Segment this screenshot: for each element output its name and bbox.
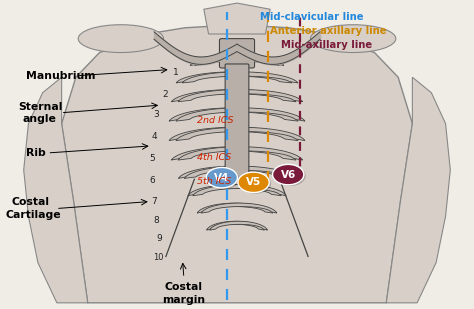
Circle shape — [274, 166, 306, 186]
FancyBboxPatch shape — [219, 39, 255, 68]
Polygon shape — [178, 90, 302, 102]
Text: angle: angle — [23, 114, 56, 124]
Circle shape — [240, 173, 271, 194]
Ellipse shape — [310, 25, 396, 53]
Polygon shape — [207, 221, 264, 230]
Polygon shape — [182, 72, 298, 83]
Polygon shape — [210, 221, 267, 230]
Polygon shape — [176, 127, 305, 141]
Polygon shape — [169, 127, 298, 141]
Polygon shape — [201, 203, 277, 213]
Polygon shape — [178, 166, 290, 178]
Polygon shape — [197, 203, 273, 213]
Polygon shape — [193, 185, 286, 196]
Text: 7: 7 — [151, 197, 157, 206]
Polygon shape — [172, 90, 296, 102]
Text: Anterior axillary line: Anterior axillary line — [270, 26, 387, 36]
Polygon shape — [178, 147, 302, 160]
Polygon shape — [386, 77, 450, 303]
Circle shape — [206, 167, 237, 188]
Text: 2: 2 — [162, 90, 168, 99]
Text: 8: 8 — [154, 215, 159, 225]
Text: Sternal: Sternal — [18, 102, 63, 112]
Text: Mid-clavicular line: Mid-clavicular line — [260, 12, 363, 22]
Text: 4: 4 — [151, 132, 157, 141]
Text: V4: V4 — [214, 173, 229, 183]
Text: 2nd ICS: 2nd ICS — [197, 116, 233, 125]
Circle shape — [208, 169, 239, 189]
Polygon shape — [172, 147, 296, 160]
Text: 3: 3 — [154, 110, 159, 120]
Text: Rib: Rib — [26, 148, 46, 158]
Text: margin: margin — [163, 295, 205, 305]
Circle shape — [238, 172, 269, 193]
Polygon shape — [169, 108, 298, 121]
Polygon shape — [184, 166, 296, 178]
Polygon shape — [176, 108, 305, 121]
Text: 4th ICS: 4th ICS — [197, 153, 231, 162]
Polygon shape — [188, 185, 281, 196]
Text: V5: V5 — [246, 177, 261, 187]
Text: Mid-axillary line: Mid-axillary line — [281, 40, 372, 50]
Text: Costal: Costal — [165, 282, 203, 292]
Ellipse shape — [78, 25, 164, 53]
Polygon shape — [62, 25, 412, 303]
Circle shape — [273, 164, 304, 185]
Polygon shape — [204, 3, 270, 34]
Polygon shape — [176, 72, 292, 83]
Text: Manubrium: Manubrium — [26, 71, 96, 81]
Polygon shape — [195, 57, 284, 66]
Text: 9: 9 — [156, 234, 162, 243]
Text: V6: V6 — [281, 170, 296, 180]
Text: 10: 10 — [154, 252, 164, 262]
Text: 5: 5 — [150, 154, 155, 163]
Polygon shape — [24, 77, 88, 303]
Text: Costal: Costal — [12, 197, 50, 207]
Text: 5th ICS: 5th ICS — [197, 177, 231, 186]
FancyBboxPatch shape — [225, 64, 249, 180]
Text: 6: 6 — [150, 176, 155, 185]
Text: Cartilage: Cartilage — [6, 210, 61, 220]
Text: 1: 1 — [173, 68, 179, 77]
Polygon shape — [190, 57, 279, 66]
